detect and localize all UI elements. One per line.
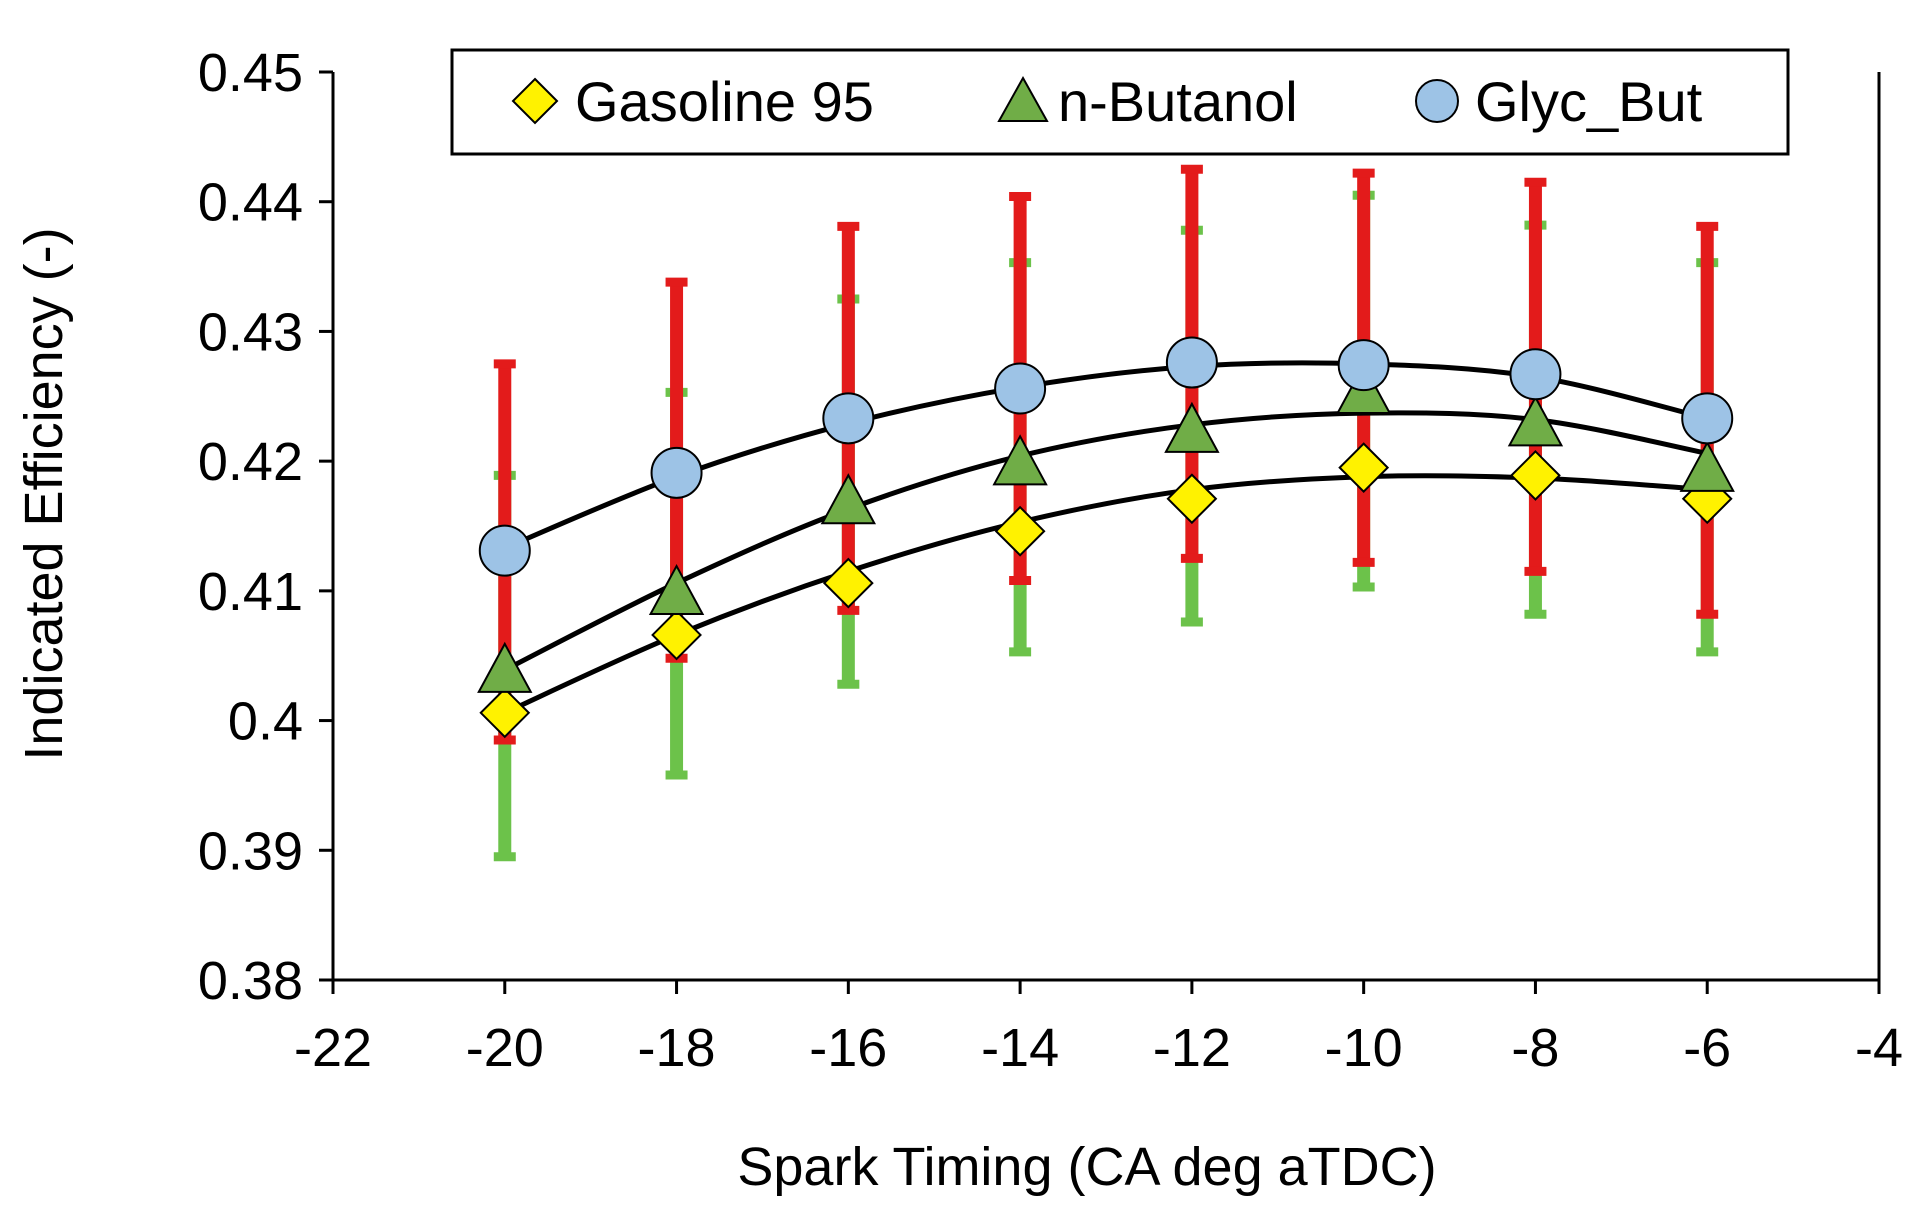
y-ticks: 0.38 0.39 0.4 0.41 0.42 0.43 0.44 0.45 <box>198 43 333 1011</box>
point-gasoline-95 <box>479 687 531 739</box>
y-tick-label: 0.44 <box>198 173 303 233</box>
legend-label-gasoline-95: Gasoline 95 <box>575 70 874 133</box>
legend-item-glyc-but: Glyc_But <box>1415 70 1703 133</box>
legend-diamond-icon <box>511 77 559 125</box>
y-tick-label: 0.43 <box>198 302 303 362</box>
error-bars <box>493 164 1719 862</box>
point-n-butanol <box>1164 401 1220 453</box>
point-gasoline-95 <box>1166 473 1218 525</box>
x-tick-label: -14 <box>981 1018 1059 1078</box>
x-tick-label: -20 <box>466 1018 544 1078</box>
y-tick-label: 0.45 <box>198 43 303 103</box>
point-glyc-but <box>650 446 703 499</box>
legend: Gasoline 95 n-Butanol Glyc_But <box>450 48 1790 156</box>
x-tick-label: -18 <box>638 1018 716 1078</box>
legend-label-n-butanol: n-Butanol <box>1058 70 1298 133</box>
point-glyc-but <box>1509 348 1562 401</box>
y-tick-label: 0.4 <box>228 692 303 752</box>
x-ticks: -22 -20 -18 -16 -14 -12 -10 -8 -6 -4 <box>294 980 1903 1078</box>
legend-box <box>450 48 1790 156</box>
legend-item-gasoline-95: Gasoline 95 <box>511 70 874 133</box>
point-gasoline-95 <box>1510 449 1561 501</box>
trend-line-n-butanol <box>503 410 1708 673</box>
axes: -22 -20 -18 -16 -14 -12 -10 -8 -6 -4 0.380.390.40… <box>198 43 1903 1078</box>
point-glyc-but <box>994 362 1047 415</box>
point-gasoline-95 <box>651 609 702 661</box>
point-glyc-but <box>478 524 531 577</box>
point-n-butanol <box>1507 395 1564 447</box>
point-gasoline-95 <box>994 505 1046 557</box>
point-glyc-but <box>1681 392 1734 445</box>
point-n-butanol <box>820 473 877 525</box>
y-tick-label: 0.38 <box>198 951 303 1011</box>
x-tick-label: -10 <box>1325 1018 1403 1078</box>
point-glyc-but <box>1337 339 1390 392</box>
x-tick-label: -6 <box>1683 1018 1731 1078</box>
y-tick-label: 0.42 <box>198 432 303 492</box>
point-n-butanol <box>1679 440 1735 492</box>
point-n-butanol <box>477 641 533 693</box>
x-tick-label: -16 <box>809 1018 887 1078</box>
point-gasoline-95 <box>1338 442 1390 494</box>
x-tick-label: -22 <box>294 1018 372 1078</box>
y-tick-label: 0.41 <box>198 562 303 622</box>
point-n-butanol <box>992 434 1048 486</box>
data-markers <box>477 336 1735 739</box>
y-axis-label: Indicated Efficiency (-) <box>14 227 74 760</box>
legend-label-glyc-but: Glyc_But <box>1475 70 1703 133</box>
legend-circle-icon <box>1415 79 1459 123</box>
x-tick-label: -4 <box>1855 1018 1903 1078</box>
x-axis-label: Spark Timing (CA deg aTDC) <box>737 1137 1436 1197</box>
legend-item-n-butanol: n-Butanol <box>997 70 1298 133</box>
legend-triangle-icon <box>997 75 1049 122</box>
x-tick-label: -8 <box>1511 1018 1559 1078</box>
point-glyc-but <box>1165 336 1218 389</box>
y-tick-label: 0.39 <box>198 821 303 881</box>
point-n-butanol <box>648 563 705 616</box>
x-tick-label: -12 <box>1153 1018 1231 1078</box>
point-glyc-but <box>822 392 875 445</box>
point-gasoline-95 <box>822 557 874 609</box>
